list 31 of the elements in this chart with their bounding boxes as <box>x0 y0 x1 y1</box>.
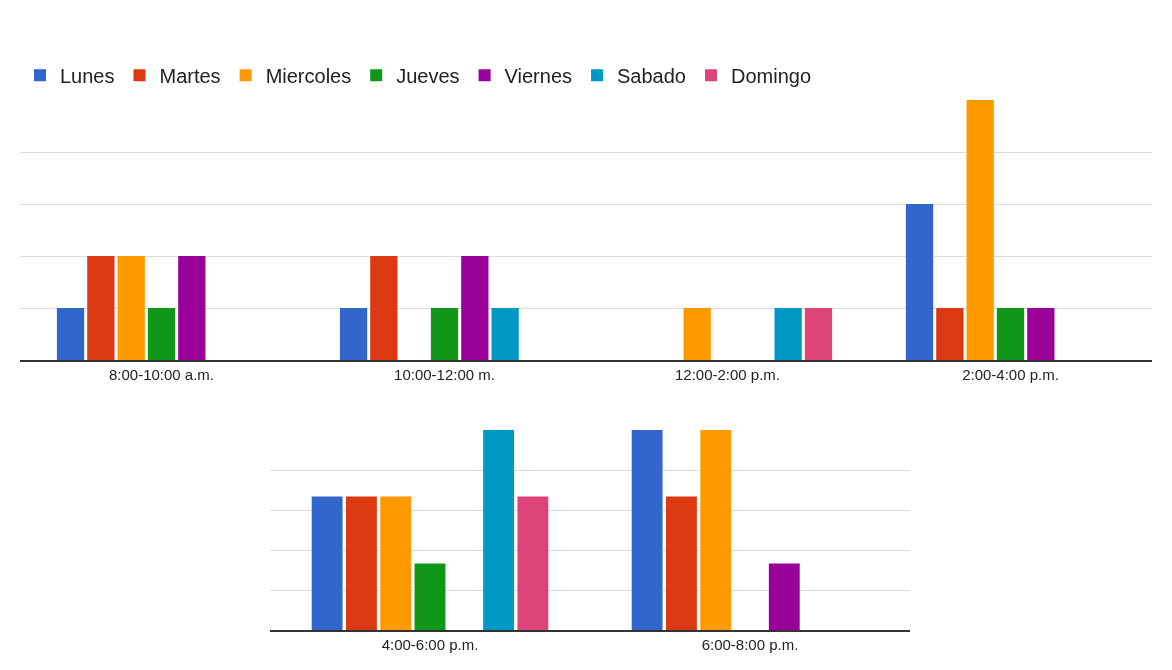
x-tick-label: 2:00-4:00 p.m. <box>962 366 1059 383</box>
legend-label: Miercoles <box>265 65 352 88</box>
bar <box>491 308 519 360</box>
bar <box>370 256 398 360</box>
bar <box>56 308 85 360</box>
x-tick-label: 10:00-12:00 m. <box>394 366 495 383</box>
x-tick-label: 6:00-8:00 p.m. <box>701 636 799 653</box>
bar <box>966 100 994 360</box>
legend-label: Martes <box>159 65 221 88</box>
legend-label: Lunes <box>60 65 115 88</box>
bar <box>774 308 802 360</box>
x-tick-label: 12:00-2:00 p.m. <box>674 366 781 383</box>
bar <box>996 308 1025 360</box>
bar <box>430 308 459 360</box>
x-tick-label: 8:00-10:00 a.m. <box>108 366 215 383</box>
bar <box>1027 308 1055 360</box>
bar <box>461 256 489 360</box>
legend-label: Jueves <box>396 65 460 88</box>
x-tick-label: 4:00-6:00 p.m. <box>381 636 479 653</box>
bar <box>905 204 934 360</box>
bar <box>683 308 711 360</box>
bar <box>147 308 176 360</box>
bar <box>804 308 833 360</box>
legend-label: Sabado <box>617 65 686 88</box>
bar <box>936 308 964 360</box>
bar <box>178 256 206 360</box>
legend-label: Domingo <box>731 65 812 88</box>
bar <box>117 256 145 360</box>
bar <box>87 256 115 360</box>
bar <box>339 308 368 360</box>
legend-label: Viernes <box>504 65 573 88</box>
